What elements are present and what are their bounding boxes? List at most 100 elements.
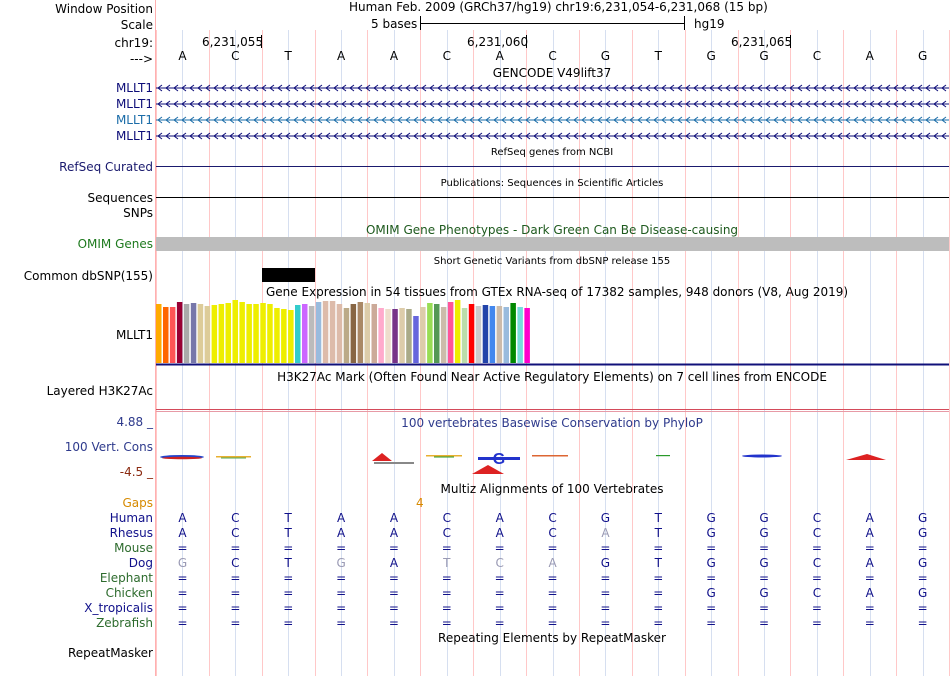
dbsnp-variant[interactable] [262,268,315,282]
gencode-strand-arrow [157,132,163,140]
gencode-strand-arrow [709,100,715,108]
gencode-strand-arrow [381,132,387,140]
gencode-strand-arrow [901,116,907,124]
phylop-logo[interactable]: G [156,448,949,468]
gencode-strand-arrow [493,116,499,124]
gencode-strand-arrow [885,132,891,140]
gencode-strand-arrow [277,84,283,92]
gencode-strand-arrow [301,100,307,108]
gencode-strand-arrow [837,84,843,92]
h3k27ac-title[interactable]: H3K27Ac Mark (Often Found Near Active Re… [277,370,827,384]
strand-label: ---> [129,52,153,66]
gencode-strand-arrow [757,100,763,108]
multiz-base: A [548,556,557,570]
repeatmasker-title[interactable]: Repeating Elements by RepeatMasker [438,631,666,645]
gencode-strand-arrow [901,100,907,108]
multiz-base: = [336,571,347,585]
multiz-base: G [917,556,928,570]
multiz-base: = [177,616,188,630]
repeatmasker-label[interactable]: RepeatMasker [67,646,153,660]
ruler-tick [261,35,262,48]
multiz-base: = [811,601,822,615]
publications-title[interactable]: Publications: Sequences in Scientific Ar… [440,178,664,189]
multiz-base: C [548,526,557,540]
multiz-base: T [284,526,292,540]
gencode-strand-arrow [757,84,763,92]
gencode-strand-arrow [813,132,819,140]
omim-label[interactable]: OMIM Genes [77,237,153,251]
gtex-tissue-bar [510,303,516,363]
multiz-base: C [442,511,452,525]
omim-title[interactable]: OMIM Gene Phenotypes - Dark Green Can Be… [365,223,739,237]
omim-track[interactable] [156,237,949,251]
dbsnp-title[interactable]: Short Genetic Variants from dbSNP releas… [433,256,671,267]
gencode-strand-arrow [213,132,219,140]
gencode-strand-arrow [565,132,571,140]
gencode-strand-arrow [853,116,859,124]
gencode-strand-arrow [845,116,851,124]
phylop-title[interactable]: 100 vertebrates Basewise Conservation by… [401,416,703,430]
gencode-transcript-label[interactable]: MLLT1 [115,129,153,143]
gtex-tissue-bar [232,300,238,363]
gtex-tissue-bar [468,304,475,363]
gencode-strand-arrow [525,132,531,140]
gencode-strand-arrow [797,84,803,92]
multiz-base: A [389,511,399,525]
gencode-strand-arrow [661,100,667,108]
snps-label[interactable]: SNPs [123,206,153,220]
gencode-strand-arrow [717,84,723,92]
gencode-strand-arrow [349,84,355,92]
gencode-strand-arrow [445,100,451,108]
multiz-base: = [759,601,770,615]
gencode-strand-arrow [565,100,571,108]
gencode-strand-arrow [269,116,275,124]
sequences-label[interactable]: Sequences [87,191,153,205]
gencode-strand-arrow [773,100,779,108]
multiz-base: A [865,511,874,525]
dbsnp-label[interactable]: Common dbSNP(155) [23,269,153,283]
gencode-transcripts[interactable] [156,80,949,144]
gencode-strand-arrow [613,132,619,140]
refseq-label[interactable]: RefSeq Curated [59,160,153,174]
gencode-strand-arrow [893,84,899,92]
gtex-label[interactable]: MLLT1 [115,328,153,342]
gencode-strand-arrow [861,100,867,108]
gencode-title[interactable]: GENCODE V49lift37 [492,66,612,80]
multiz-base: = [759,541,770,555]
gencode-strand-arrow [517,132,523,140]
refseq-title[interactable]: RefSeq genes from NCBI [490,147,614,158]
multiz-base: = [230,586,241,600]
gtex-title[interactable]: Gene Expression in 54 tissues from GTEx … [266,285,849,299]
gencode-strand-arrow [597,132,603,140]
gencode-strand-arrow [629,100,635,108]
gencode-strand-arrow [917,116,923,124]
gencode-strand-arrow [421,100,427,108]
multiz-base: = [864,571,875,585]
gencode-strand-arrow [405,116,411,124]
gencode-strand-arrow [877,84,883,92]
gencode-transcript-label[interactable]: MLLT1 [115,97,153,111]
multiz-base: = [706,601,717,615]
gencode-strand-arrow [573,116,579,124]
gencode-strand-arrow [373,132,379,140]
gencode-strand-arrow [261,116,267,124]
gencode-strand-arrow [237,116,243,124]
gtex-barchart[interactable] [156,300,949,366]
phylop-label[interactable]: 100 Vert. Cons [64,440,153,454]
refseq-track-line [156,166,949,167]
gencode-strand-arrow [325,132,331,140]
multiz-title[interactable]: Multiz Alignments of 100 Vertebrates [440,482,664,496]
gencode-strand-arrow [653,132,659,140]
gencode-strand-arrow [317,100,323,108]
phylop-mark [532,455,568,457]
gtex-tissue-bar [295,305,301,363]
gencode-strand-arrow [877,132,883,140]
gencode-strand-arrow [269,100,275,108]
gencode-transcript-label[interactable]: MLLT1 [115,81,153,95]
h3k27ac-label[interactable]: Layered H3K27Ac [46,384,153,398]
gencode-transcript-label[interactable]: MLLT1 [115,113,153,127]
gencode-strand-arrow [197,84,203,92]
gencode-strand-arrow [757,116,763,124]
multiz-base: G [177,556,188,570]
gencode-strand-arrow [885,116,891,124]
